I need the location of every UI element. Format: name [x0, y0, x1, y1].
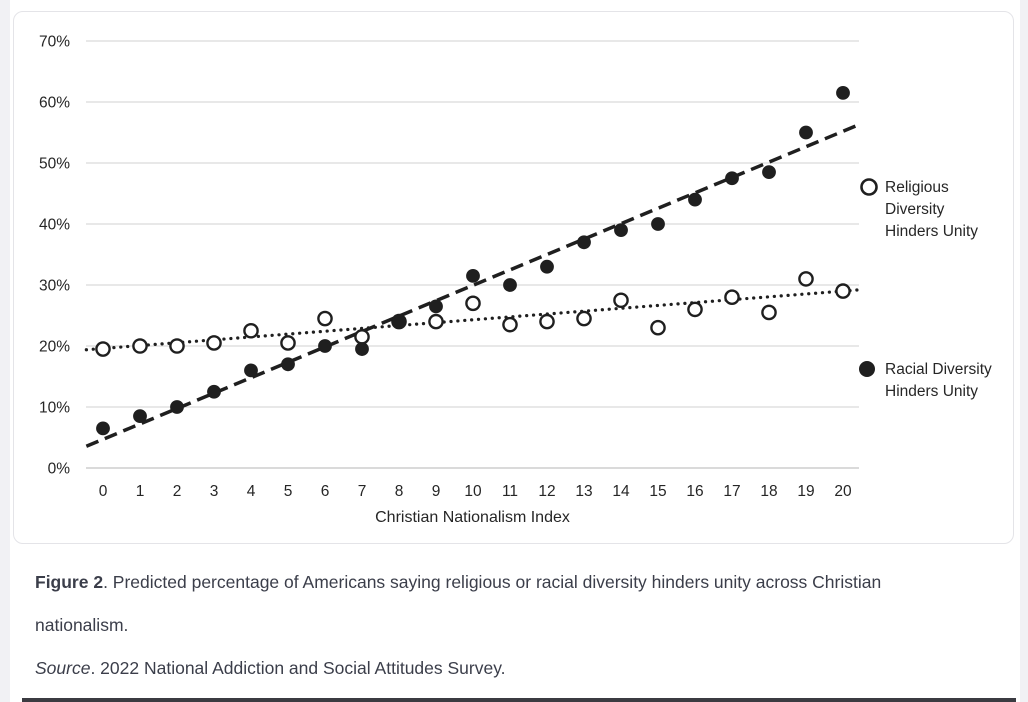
data-point-filled — [355, 342, 369, 356]
x-tick-label: 2 — [173, 483, 182, 500]
data-point-filled — [170, 400, 184, 414]
data-point-filled — [392, 314, 406, 329]
data-point-open — [650, 319, 666, 336]
legend-label: Racial Diversity — [885, 361, 992, 378]
x-tick-label: 11 — [502, 483, 518, 500]
data-point-open — [354, 329, 370, 345]
data-point-open — [687, 301, 703, 318]
data-point-filled — [614, 223, 628, 238]
data-point-open — [724, 289, 740, 306]
x-tick-label: 19 — [797, 483, 814, 500]
x-tick-label: 5 — [284, 483, 293, 500]
data-point-filled — [429, 299, 443, 314]
legend-label: Hinders Unity — [885, 223, 978, 240]
x-tick-label: 9 — [432, 483, 441, 500]
y-tick-label: 40% — [39, 217, 70, 234]
data-point-filled — [651, 217, 665, 231]
y-tick-label: 10% — [39, 400, 70, 417]
legend-marker-filled — [859, 361, 875, 377]
data-point-open — [539, 313, 555, 330]
data-point-filled — [244, 363, 258, 378]
x-tick-label: 1 — [136, 483, 145, 500]
data-point-open — [428, 313, 444, 330]
data-point-open — [465, 295, 481, 312]
data-point-filled — [688, 192, 702, 207]
x-tick-label: 18 — [760, 483, 777, 500]
x-tick-label: 13 — [575, 483, 592, 500]
legend-marker-open — [860, 178, 878, 196]
data-point-open — [317, 310, 333, 327]
x-tick-label: 14 — [612, 483, 630, 500]
data-point-filled — [133, 409, 147, 424]
data-point-open — [798, 271, 814, 287]
page-gutter-left — [0, 0, 10, 702]
legend-label: Hinders Unity — [885, 383, 978, 400]
x-tick-label: 12 — [538, 483, 555, 500]
y-tick-label: 0% — [48, 461, 71, 478]
x-tick-label: 20 — [834, 483, 852, 500]
data-point-open — [132, 338, 148, 354]
trendline-dotted — [84, 288, 862, 352]
data-point-open — [169, 338, 185, 354]
y-tick-label: 20% — [39, 339, 70, 356]
x-tick-label: 17 — [723, 483, 740, 500]
data-point-open — [576, 310, 592, 327]
figure-chart-card: 0% 10% 20% 30% 40% 50% 60% 70% 0 1 2 3 4 5 6 7 8 9 10 11 12 1… — [13, 11, 1014, 544]
figure-caption-text: Figure 2. Predicted percentage of Americ… — [35, 561, 932, 647]
x-tick-label: 6 — [321, 483, 330, 500]
data-point-filled — [762, 165, 776, 180]
y-tick-label: 60% — [39, 95, 70, 112]
data-point-filled — [725, 171, 739, 186]
data-point-open — [206, 335, 222, 351]
data-point-open — [613, 292, 629, 309]
x-tick-label: 16 — [686, 483, 703, 500]
data-point-filled — [503, 278, 517, 292]
data-point-filled — [577, 235, 591, 250]
data-point-filled — [96, 421, 110, 436]
page-gutter-right — [1020, 0, 1028, 702]
data-point-filled — [318, 339, 332, 353]
data-point-open — [502, 316, 518, 333]
figure-description: . Predicted percentage of Americans sayi… — [35, 572, 882, 635]
y-tick-label: 50% — [39, 156, 70, 173]
y-tick-label: 30% — [39, 278, 70, 295]
source-label: Source — [35, 658, 91, 678]
x-tick-label: 15 — [649, 483, 666, 500]
data-point-filled — [207, 384, 221, 399]
source-line: Source. 2022 National Addiction and Soci… — [35, 647, 932, 690]
x-axis-title: Christian Nationalism Index — [375, 509, 570, 526]
figure-caption: Figure 2. Predicted percentage of Americ… — [35, 561, 932, 690]
data-point-filled — [836, 85, 850, 100]
data-point-open — [835, 283, 851, 299]
legend-label: Religious — [885, 179, 949, 196]
legend-label: Diversity — [885, 201, 945, 218]
chart-svg: 0%10%20%30%40%50%60%70%0 1 2 3 4 5 6 7 8 9 10 11 12 1… — [39, 34, 992, 527]
data-point-filled — [281, 357, 295, 372]
data-point-filled — [540, 259, 554, 274]
figure-label: Figure 2 — [35, 572, 104, 592]
y-tick-label: 70% — [39, 34, 70, 51]
x-tick-label: 8 — [395, 483, 404, 500]
x-tick-label: 0 — [99, 483, 108, 500]
section-divider — [22, 698, 1016, 702]
data-point-open — [243, 322, 259, 339]
x-tick-label: 10 — [464, 483, 482, 500]
data-point-filled — [466, 268, 480, 283]
source-text: . 2022 National Addiction and Social Att… — [90, 658, 506, 678]
x-tick-label: 4 — [247, 483, 256, 500]
data-point-open — [761, 304, 777, 321]
data-point-filled — [799, 125, 813, 140]
data-point-open — [280, 335, 296, 351]
x-tick-label: 3 — [210, 483, 219, 500]
x-tick-label: 7 — [358, 483, 367, 500]
data-point-open — [95, 341, 111, 357]
